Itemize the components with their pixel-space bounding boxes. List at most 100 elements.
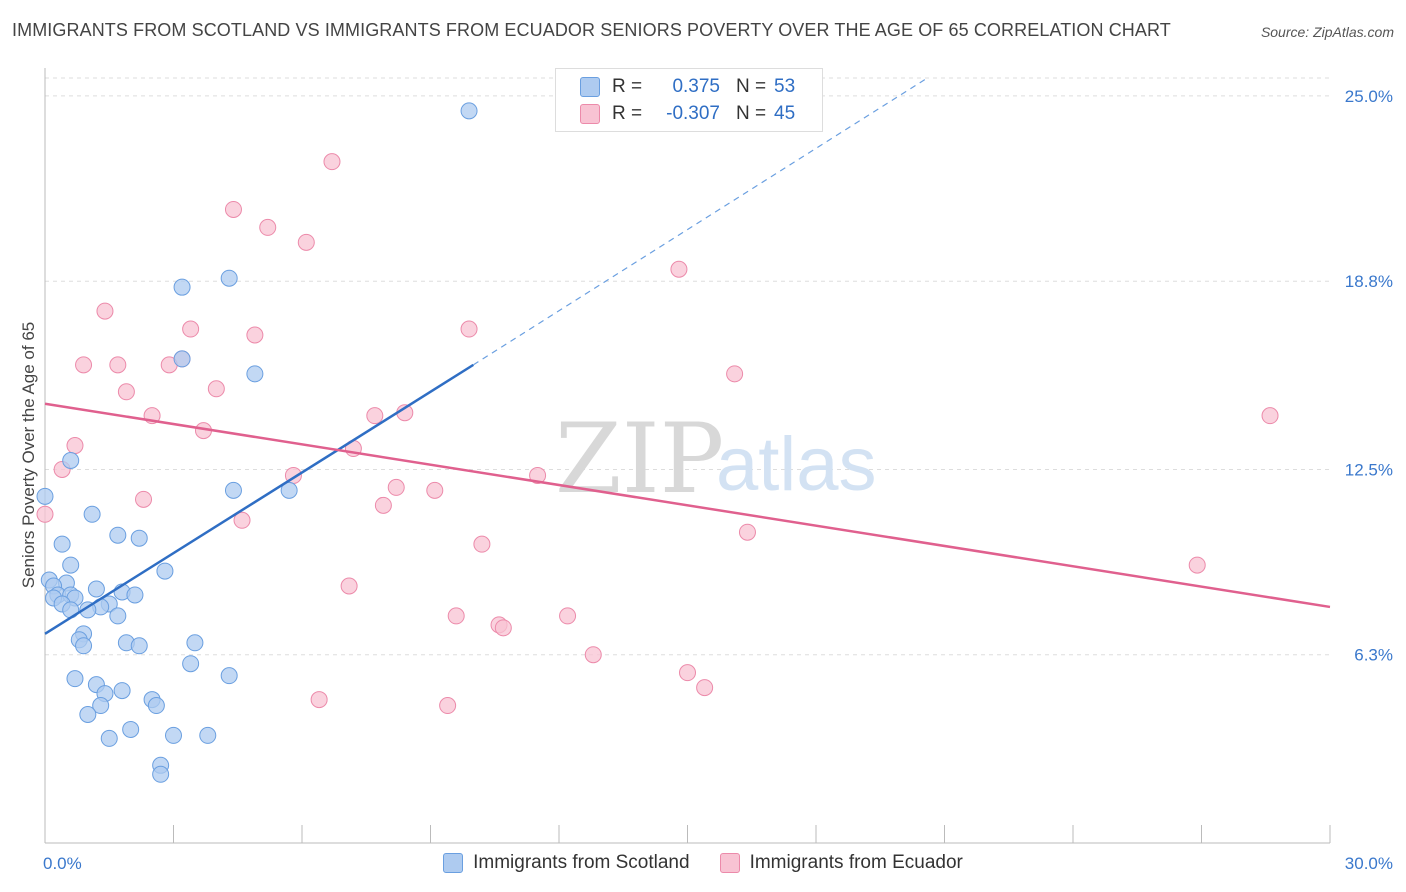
- legend-r-label: R =: [612, 103, 643, 124]
- ecuador-point: [679, 664, 696, 682]
- scotland-point: [130, 637, 148, 655]
- ecuador-point: [323, 153, 341, 171]
- legend-n-value: 45: [774, 103, 796, 124]
- scotland-point: [87, 580, 105, 598]
- y-axis-label: Seniors Poverty Over the Age of 65: [19, 322, 38, 588]
- ecuador-point: [447, 607, 465, 625]
- scotland-trendline: [44, 363, 474, 635]
- ecuador-point: [426, 481, 444, 499]
- ecuador-point: [36, 505, 54, 523]
- axes-layer: [44, 68, 1331, 844]
- ecuador-point: [135, 490, 153, 508]
- legend-n-label: N =: [736, 103, 767, 124]
- ecuador-point: [66, 437, 84, 455]
- scotland-point: [182, 655, 200, 673]
- scotland-point: [122, 720, 140, 738]
- legend-n-value: 53: [774, 76, 796, 97]
- series-legend: Immigrants from Scotland Immigrants from…: [0, 852, 1406, 874]
- y-tick-label: 6.3%: [1354, 646, 1393, 665]
- ecuador-point: [374, 496, 392, 514]
- scotland-point: [100, 729, 118, 747]
- legend-label-scotland: Immigrants from Scotland: [473, 852, 690, 873]
- ecuador-trendline: [44, 402, 1331, 609]
- ecuador-point: [224, 200, 242, 218]
- legend-swatch-scotland: [443, 853, 464, 873]
- ecuador-point: [182, 320, 200, 338]
- correlation-legend: R = 0.375 N = 53 R = -0.307 N = 45: [555, 68, 823, 132]
- scotland-point: [113, 682, 131, 700]
- ecuador-point: [259, 218, 277, 236]
- ecuador-point: [96, 302, 114, 320]
- ecuador-point: [584, 646, 602, 664]
- ecuador-point: [387, 478, 405, 496]
- ecuador-point: [207, 380, 225, 398]
- scotland-point: [147, 697, 165, 715]
- ecuador-point: [696, 679, 714, 697]
- scotland-point: [109, 526, 127, 544]
- x-tick-label-min: 0.0%: [43, 854, 82, 873]
- ecuador-point: [297, 233, 315, 251]
- ecuador-point: [1188, 556, 1206, 574]
- scotland-point: [156, 562, 174, 580]
- legend-row-scotland: R = 0.375 N = 53: [580, 75, 795, 99]
- scotland-point: [53, 535, 71, 553]
- scotland-point: [79, 706, 97, 724]
- scotland-point: [152, 765, 170, 783]
- legend-row-ecuador: R = -0.307 N = 45: [580, 102, 795, 126]
- legend-swatch-ecuador: [580, 104, 600, 124]
- legend-swatch-scotland: [580, 77, 600, 97]
- tick-label-layer: 6.3% 12.5% 18.8% 25.0% 0.0% 30.0%: [43, 87, 1393, 873]
- legend-r-value: -0.307: [666, 103, 720, 124]
- watermark-atlas: atlas: [716, 422, 877, 507]
- ecuador-point: [726, 365, 744, 383]
- ecuador-point: [109, 356, 127, 374]
- scotland-point: [220, 667, 238, 685]
- ecuador-point: [117, 383, 135, 401]
- ecuador-points: [36, 153, 1279, 715]
- scotland-point: [79, 601, 97, 619]
- legend-item-ecuador: Immigrants from Ecuador: [719, 852, 963, 874]
- ecuador-point: [233, 511, 251, 529]
- ecuador-point: [246, 326, 264, 344]
- scotland-point: [130, 529, 148, 547]
- scotland-point: [109, 607, 127, 625]
- legend-label-ecuador: Immigrants from Ecuador: [749, 852, 963, 873]
- grid-layer: [45, 77, 1330, 656]
- ecuador-point: [340, 577, 358, 595]
- scotland-point: [199, 726, 217, 744]
- watermark-layer: ZIP atlas: [555, 403, 877, 515]
- scotland-point: [66, 670, 84, 688]
- ecuador-point: [1261, 407, 1279, 425]
- legend-swatch-ecuador: [719, 853, 740, 873]
- scotland-trendline-extension: [473, 77, 928, 366]
- ecuador-point: [529, 466, 547, 484]
- ecuador-point: [439, 697, 457, 715]
- trendline-layer: [44, 77, 1331, 635]
- ecuador-point: [473, 535, 491, 553]
- ecuador-point: [559, 607, 577, 625]
- source-credit: Source: ZipAtlas.com: [1260, 24, 1394, 40]
- x-tick-label-max: 30.0%: [1345, 854, 1393, 873]
- ecuador-point: [670, 260, 688, 278]
- scotland-point: [186, 634, 204, 652]
- scotland-point: [220, 269, 238, 287]
- scotland-points: [36, 102, 478, 783]
- scotland-point: [75, 637, 93, 655]
- scotland-point: [62, 556, 80, 574]
- scotland-point: [92, 697, 110, 715]
- watermark-zip: ZIP: [555, 403, 724, 515]
- ecuador-point: [366, 407, 384, 425]
- ecuador-point: [494, 619, 512, 637]
- ecuador-point: [310, 691, 328, 709]
- legend-r-value: 0.375: [672, 76, 720, 97]
- scotland-point: [83, 505, 101, 523]
- y-tick-label: 18.8%: [1345, 272, 1393, 291]
- ecuador-point: [75, 356, 93, 374]
- legend-n-label: N =: [736, 76, 767, 97]
- y-tick-label: 25.0%: [1345, 87, 1393, 106]
- scotland-point: [62, 452, 80, 469]
- scotland-point: [280, 481, 298, 499]
- scotland-point: [36, 487, 54, 505]
- scotland-point: [173, 350, 191, 368]
